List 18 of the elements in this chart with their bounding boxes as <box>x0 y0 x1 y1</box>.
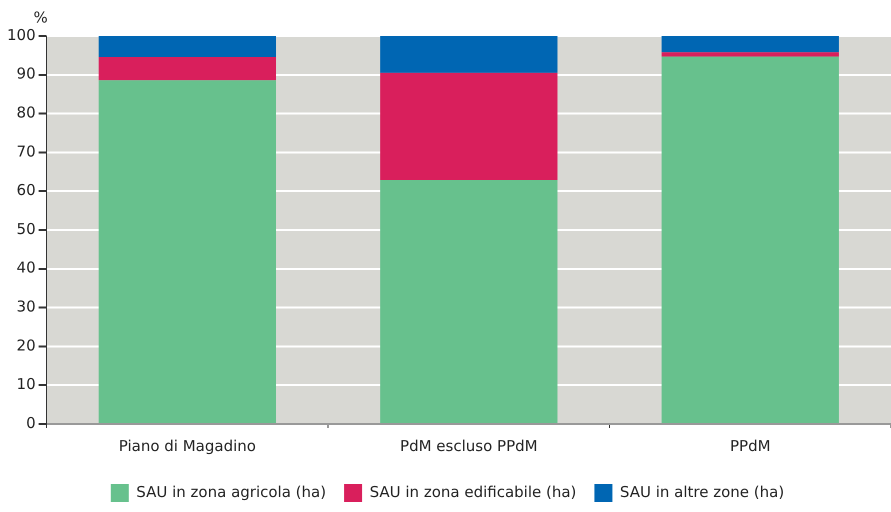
x-tick-label: PPdM <box>730 436 771 455</box>
legend-label: SAU in zona edificabile (ha) <box>370 482 576 501</box>
y-tick-label: 60 <box>16 181 36 200</box>
y-tick-label: 100 <box>6 26 36 44</box>
y-tick-label: 40 <box>16 258 36 277</box>
y-tick-label: 0 <box>26 414 36 432</box>
x-tick-label: PdM escluso PPdM <box>400 436 538 455</box>
legend-label: SAU in altre zone (ha) <box>620 482 784 501</box>
y-tick-label: 90 <box>16 64 36 83</box>
y-tick-label: 30 <box>16 297 36 316</box>
legend-label: SAU in zona agricola (ha) <box>136 482 326 501</box>
x-tick-label: Piano di Magadino <box>118 436 256 455</box>
y-axis-title: % <box>34 8 48 26</box>
y-tick-label: 20 <box>16 336 36 354</box>
y-tick-label: 50 <box>16 220 36 238</box>
y-tick-label: 70 <box>16 142 36 160</box>
y-tick-label: 10 <box>16 375 36 394</box>
y-tick-label: 80 <box>16 103 36 122</box>
